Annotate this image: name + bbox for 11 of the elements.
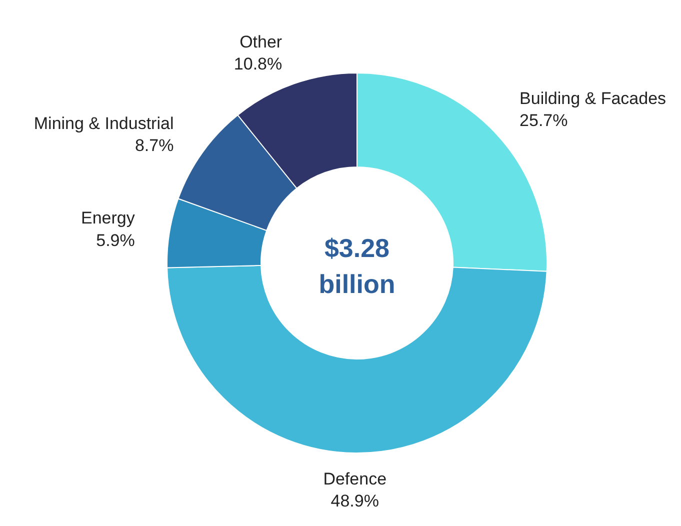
data-label: 5.9% xyxy=(96,230,135,250)
slice-label: Other xyxy=(240,32,282,52)
data-label: 25.7% xyxy=(520,111,568,130)
data-label: 8.7% xyxy=(134,136,174,156)
data-label: 10.8% xyxy=(234,54,282,74)
data-label: 48.9% xyxy=(330,492,379,511)
slice-label: Defence xyxy=(323,470,387,489)
slice-label: Mining & Industrial xyxy=(34,114,174,134)
text: $3.28 billion xyxy=(318,233,396,299)
slice-label: Energy xyxy=(81,208,136,228)
slice-label: Building & Facades xyxy=(520,89,666,108)
